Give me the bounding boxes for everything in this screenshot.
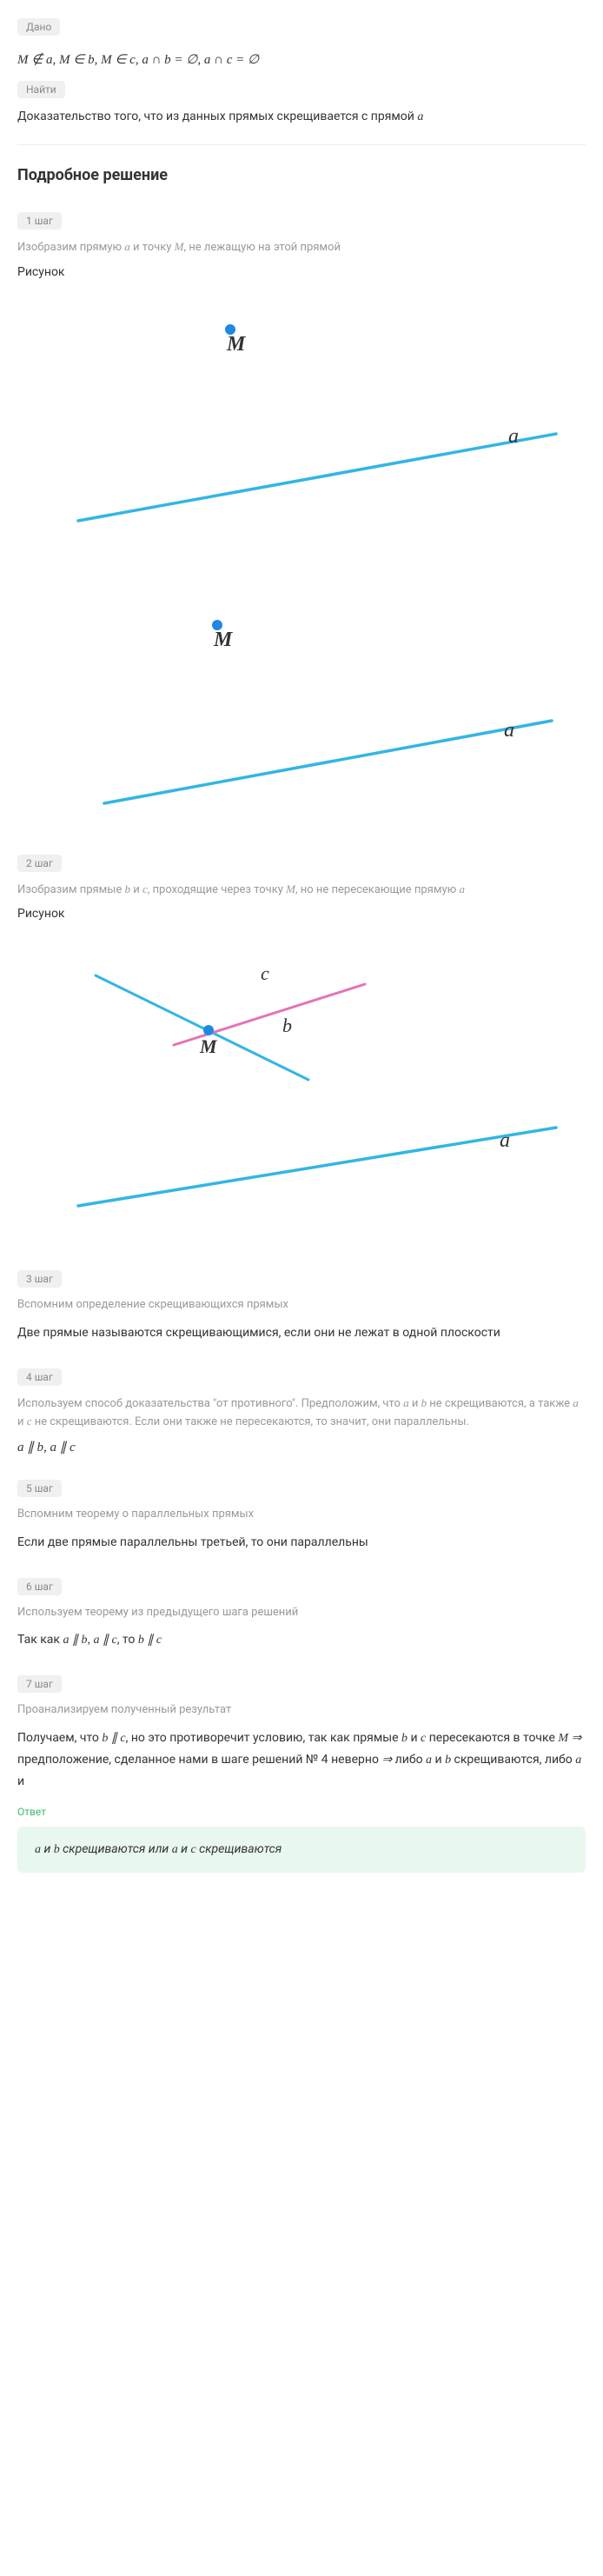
divider (17, 144, 586, 145)
given-math: M ∉ a, M ∈ b, M ∈ c, a ∩ b = ∅, a ∩ c = … (17, 51, 586, 68)
svg-text:c: c (261, 962, 269, 984)
step-badge-4: 4 шаг (17, 1368, 62, 1386)
figure-1b: aM (17, 564, 586, 825)
figure-1: aM (17, 286, 586, 547)
svg-text:M: M (226, 333, 247, 356)
step-main-5: Если две прямые параллельны третьей, то … (17, 1532, 586, 1554)
step-desc-7: Проанализируем полученный результат (17, 1701, 586, 1719)
step-badge-3: 3 шаг (17, 1270, 62, 1288)
find-text: Доказательство того, что из данных прямы… (17, 107, 586, 127)
answer-box: a и b скрещиваются или a и c скрещиваютс… (17, 1827, 586, 1873)
svg-text:a: a (504, 719, 514, 742)
figure-label-2: Рисунок (17, 907, 586, 921)
step-desc-4: Используем способ доказательства "от про… (17, 1395, 586, 1430)
svg-text:a: a (500, 1129, 510, 1152)
step-badge-6: 6 шаг (17, 1578, 62, 1595)
given-badge: Дано (17, 18, 60, 36)
find-badge: Найти (17, 81, 65, 98)
step-desc-5: Вспомним теорему о параллельных прямых (17, 1506, 586, 1523)
section-title: Подробное решение (17, 166, 586, 184)
step-main-3: Две прямые называются скрещивающимися, е… (17, 1322, 586, 1344)
step-desc-1: Изобразим прямую a и точку M, не лежащую… (17, 238, 586, 256)
svg-text:b: b (282, 1015, 292, 1036)
step-main-7: Получаем, что b ∥ c, но это противоречит… (17, 1727, 586, 1794)
step-badge-7: 7 шаг (17, 1675, 62, 1693)
step-badge-2: 2 шаг (17, 855, 62, 872)
step-badge-1: 1 шаг (17, 212, 62, 230)
svg-text:M: M (213, 629, 234, 651)
step-desc-3: Вспомним определение скрещивающихся прям… (17, 1296, 586, 1314)
step-badge-5: 5 шаг (17, 1480, 62, 1497)
svg-text:M: M (199, 1035, 218, 1057)
answer-label: Ответ (17, 1806, 586, 1818)
svg-text:a: a (508, 425, 519, 448)
step-desc-6: Используем теорему из предыдущего шага р… (17, 1604, 586, 1621)
step-desc-2: Изобразим прямые b и c, проходящие через… (17, 881, 586, 899)
figure-2: a c b M (17, 928, 586, 1241)
step-math-4: a ∥ b, a ∥ c (17, 1439, 586, 1455)
figure-label-1: Рисунок (17, 265, 586, 279)
step-main-6: Так как a ∥ b, a ∥ c, то b ∥ c (17, 1629, 586, 1651)
